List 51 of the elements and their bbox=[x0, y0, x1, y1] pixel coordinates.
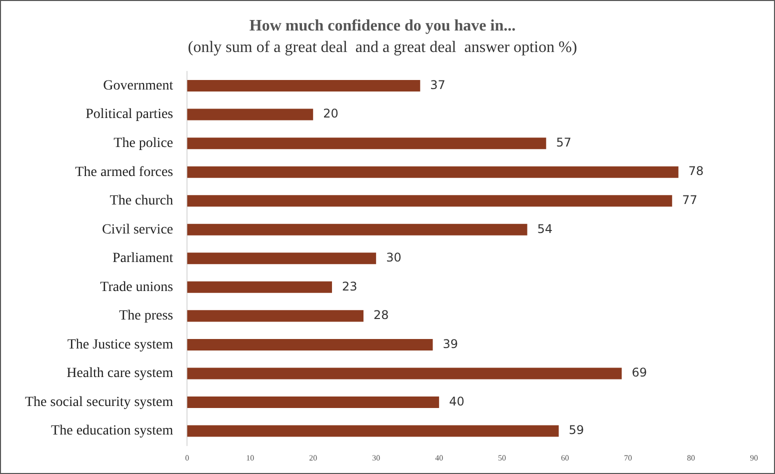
y-tick-label: The education system bbox=[51, 424, 174, 439]
data-label: 40 bbox=[449, 394, 464, 408]
data-label: 59 bbox=[568, 423, 584, 438]
y-tick-label: The Justice system bbox=[67, 337, 174, 352]
y-tick-label: Government bbox=[103, 78, 174, 94]
data-label: 30 bbox=[386, 250, 402, 265]
y-tick-label: The church bbox=[110, 194, 174, 209]
data-label: 39 bbox=[442, 336, 458, 351]
data-label: 28 bbox=[373, 308, 389, 322]
bar bbox=[187, 252, 376, 264]
bar bbox=[187, 281, 332, 293]
y-tick-label: Political parties bbox=[86, 107, 174, 122]
x-tick-label: 70 bbox=[624, 453, 632, 462]
x-tick-label: 0 bbox=[185, 453, 190, 462]
data-label: 78 bbox=[688, 164, 704, 178]
data-label: 23 bbox=[342, 279, 358, 294]
bar bbox=[187, 138, 546, 150]
data-label: 57 bbox=[556, 135, 572, 150]
y-tick-label: The armed forces bbox=[75, 164, 174, 180]
bar bbox=[187, 108, 314, 120]
x-tick-label: 40 bbox=[435, 453, 444, 462]
y-tick-label: Parliament bbox=[112, 251, 174, 266]
bar bbox=[187, 195, 672, 207]
bar bbox=[187, 166, 678, 178]
bar bbox=[187, 338, 433, 350]
data-label: 69 bbox=[632, 366, 648, 380]
x-tick-label: 60 bbox=[561, 453, 570, 462]
bar bbox=[187, 310, 364, 322]
x-tick-label: 80 bbox=[687, 453, 696, 462]
y-tick-label: The police bbox=[114, 136, 174, 151]
y-tick-label: Civil service bbox=[102, 222, 174, 238]
data-label: 77 bbox=[682, 192, 698, 207]
y-tick-label: The social security system bbox=[24, 394, 174, 410]
y-tick-label: The press bbox=[119, 308, 174, 324]
chart-title: How much confidence do you have in... bbox=[249, 18, 516, 35]
data-label: 37 bbox=[430, 78, 446, 92]
y-tick-label: Health care system bbox=[66, 366, 174, 382]
x-tick-label: 30 bbox=[372, 453, 380, 462]
x-tick-label: 90 bbox=[750, 453, 758, 462]
bar bbox=[187, 368, 622, 380]
data-label: 54 bbox=[537, 222, 553, 236]
bar bbox=[187, 80, 420, 92]
bar bbox=[187, 224, 528, 236]
bar bbox=[187, 396, 440, 408]
x-tick-label: 10 bbox=[246, 453, 254, 462]
x-tick-label: 20 bbox=[309, 453, 318, 462]
y-tick-label: Trade unions bbox=[100, 280, 174, 295]
data-label: 20 bbox=[323, 106, 338, 121]
bar bbox=[187, 425, 559, 437]
chart-subtitle: (only sum of a great deal and a great deal answer option %) bbox=[188, 39, 578, 56]
x-tick-label: 50 bbox=[498, 453, 506, 462]
